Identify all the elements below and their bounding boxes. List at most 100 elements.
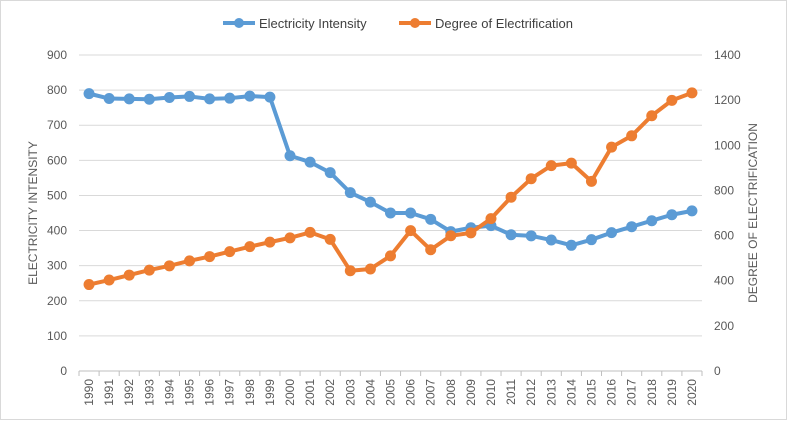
x-tick-label: 2002	[323, 379, 337, 406]
data-point	[646, 110, 658, 122]
data-point	[606, 227, 618, 239]
data-point	[525, 230, 537, 242]
x-tick-label: 2010	[484, 379, 498, 406]
data-point	[344, 265, 356, 277]
data-point	[284, 150, 296, 162]
x-tick-label: 2004	[363, 379, 377, 406]
x-tick-label: 2012	[524, 379, 538, 406]
data-point	[385, 250, 396, 262]
x-tick-label: 2014	[564, 379, 578, 406]
y-tick-label: 100	[47, 329, 67, 343]
x-tick-label: 2019	[665, 379, 679, 406]
x-tick-label: 2016	[605, 379, 619, 406]
y-tick-label: 0	[60, 364, 67, 378]
x-tick-label: 2018	[645, 379, 659, 406]
data-point	[103, 274, 115, 286]
data-point	[485, 213, 497, 225]
data-point	[304, 226, 316, 238]
data-point	[244, 90, 256, 102]
data-point	[204, 251, 216, 263]
x-tick-label: 1997	[223, 379, 237, 406]
data-point	[425, 244, 437, 256]
x-tick-label: 1993	[142, 379, 156, 406]
data-point	[364, 196, 376, 208]
data-point	[103, 93, 115, 105]
legend-label: Degree of Electrification	[435, 16, 573, 31]
data-point	[304, 156, 316, 168]
x-tick-label: 2001	[303, 379, 317, 406]
x-tick-label: 1994	[162, 379, 176, 406]
data-point	[224, 246, 236, 258]
data-point	[465, 227, 477, 239]
y-tick-label: 500	[47, 188, 67, 202]
y2-tick-label: 1400	[714, 48, 741, 62]
x-tick-label: 1990	[82, 379, 96, 406]
data-point	[646, 215, 658, 227]
x-tick-label: 2005	[384, 379, 398, 406]
data-point	[686, 205, 698, 217]
data-point	[123, 93, 135, 105]
y-tick-label: 700	[47, 118, 67, 132]
y-tick-label: 900	[47, 48, 67, 62]
x-tick-label: 2020	[685, 379, 699, 406]
y2-tick-label: 800	[714, 183, 734, 197]
data-point	[264, 236, 276, 248]
y2-tick-label: 0	[714, 364, 721, 378]
data-point	[565, 239, 577, 251]
data-point	[324, 233, 336, 245]
y-tick-label: 400	[47, 224, 67, 238]
data-point	[385, 207, 396, 219]
data-point	[264, 91, 276, 103]
data-point	[545, 160, 557, 172]
data-point	[626, 130, 638, 142]
x-tick-label: 2003	[343, 379, 357, 406]
y2-axis-title: DEGREE OF ELECTRIFICATION	[746, 123, 760, 303]
data-point	[123, 269, 135, 281]
x-tick-label: 1991	[102, 379, 116, 406]
x-tick-label: 1995	[183, 379, 197, 406]
series-group	[83, 87, 698, 291]
x-axis: 1990 1991 1992 1993 1994 1995 1996 1997 1998 1999…	[78, 370, 703, 406]
data-point	[324, 167, 336, 179]
y2-tick-label: 200	[714, 319, 734, 333]
data-point	[606, 141, 618, 153]
data-point	[83, 279, 95, 291]
series-electricity-intensity	[83, 88, 698, 251]
y-tick-label: 300	[47, 259, 67, 273]
x-tick-label: 2015	[584, 379, 598, 406]
x-tick-label: 2000	[283, 379, 297, 406]
data-point	[83, 88, 95, 100]
legend-swatch-marker	[234, 18, 244, 28]
data-point	[505, 229, 517, 241]
data-point	[163, 260, 175, 272]
x-tick-label: 2007	[424, 379, 438, 406]
data-point	[224, 92, 236, 104]
data-point	[284, 232, 296, 244]
x-tick-label: 1999	[263, 379, 277, 406]
data-point	[585, 175, 597, 187]
data-point	[184, 255, 196, 267]
x-tick-label: 2006	[404, 379, 418, 406]
data-point	[244, 241, 256, 253]
series-line	[87, 91, 694, 248]
data-point	[364, 263, 376, 275]
y-tick-label: 200	[47, 294, 67, 308]
x-tick-label: 2017	[625, 379, 639, 406]
data-point	[666, 209, 678, 221]
series-degree-of-electrification	[83, 87, 698, 291]
y2-tick-label: 1000	[714, 138, 741, 152]
y-tick-label: 600	[47, 153, 67, 167]
data-point	[143, 93, 155, 105]
x-tick-label: 2009	[464, 379, 478, 406]
y-axis-title: ELECTRICITY INTENSITY	[26, 141, 40, 285]
legend: Electricity Intensity Degree of Electrif…	[223, 16, 573, 31]
legend-label: Electricity Intensity	[259, 16, 367, 31]
data-point	[445, 230, 457, 242]
data-point	[143, 264, 155, 276]
y2-tick-label: 400	[714, 274, 734, 288]
legend-item-degree-of-electrification: Degree of Electrification	[399, 16, 573, 31]
data-point	[626, 221, 638, 233]
data-point	[204, 93, 216, 105]
data-point	[505, 191, 517, 203]
